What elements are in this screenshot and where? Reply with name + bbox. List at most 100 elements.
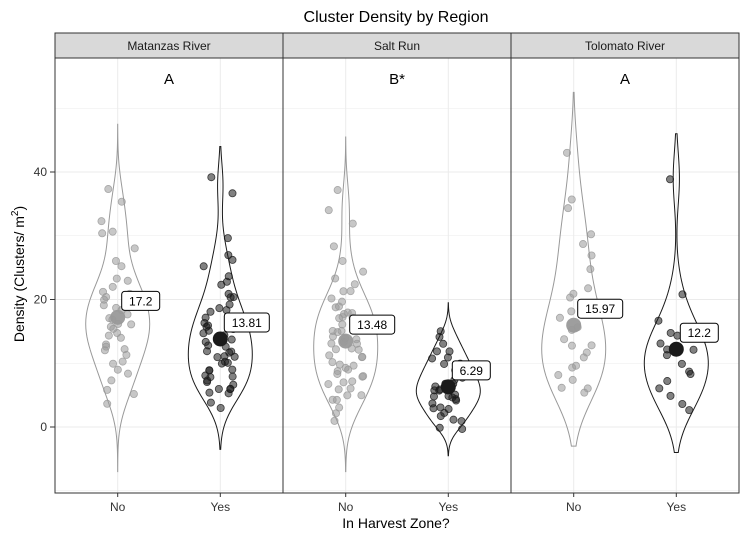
data-point xyxy=(201,337,210,346)
data-point xyxy=(440,359,449,368)
data-point xyxy=(560,335,569,344)
facet-panel: Tolomato River A 15.97 No 12.2 Yes xyxy=(510,32,740,514)
panel-background xyxy=(55,58,283,493)
data-point xyxy=(346,287,355,296)
data-point xyxy=(224,389,233,398)
data-point xyxy=(568,375,577,384)
data-point xyxy=(331,409,340,418)
data-point xyxy=(432,347,441,356)
violin-no xyxy=(313,136,379,473)
data-point xyxy=(330,416,339,425)
data-point xyxy=(358,352,367,361)
data-point xyxy=(566,293,575,302)
data-point xyxy=(677,359,686,368)
data-point xyxy=(689,345,698,354)
y-axis-title: Density (Clusters/ m2) xyxy=(10,206,27,342)
mean-label-box xyxy=(121,290,161,311)
significance-label: A xyxy=(164,71,174,88)
data-point xyxy=(205,388,214,397)
mean-label-box xyxy=(577,298,624,319)
data-point xyxy=(338,256,347,265)
facet-strip xyxy=(510,32,740,59)
mean-point xyxy=(668,341,684,357)
data-point xyxy=(662,351,671,360)
data-point xyxy=(123,369,132,378)
data-point xyxy=(666,175,675,184)
x-tick-label: No xyxy=(566,500,582,514)
data-point xyxy=(116,333,125,342)
violin-no xyxy=(541,91,607,447)
mean-point xyxy=(212,331,228,347)
data-point xyxy=(107,376,116,385)
data-point xyxy=(563,148,572,157)
data-point xyxy=(108,227,117,236)
data-point xyxy=(228,372,237,381)
data-point xyxy=(130,244,139,253)
data-point xyxy=(203,376,212,385)
data-point xyxy=(429,404,438,413)
data-point xyxy=(567,341,576,350)
data-point xyxy=(328,395,337,404)
data-point xyxy=(333,186,342,195)
data-point xyxy=(443,353,452,362)
data-point xyxy=(324,380,333,389)
data-point xyxy=(678,399,687,408)
data-point xyxy=(127,320,136,329)
facet-panel: Matanzas River A 17.2 No 13.81 Yes xyxy=(54,32,284,514)
data-point xyxy=(118,357,127,366)
mean-label-box xyxy=(451,360,491,381)
data-point xyxy=(112,274,121,283)
data-point xyxy=(431,382,440,391)
data-point xyxy=(334,385,343,394)
x-axis-title: In Harvest Zone? xyxy=(342,515,450,531)
data-point xyxy=(357,391,366,400)
x-tick-label: No xyxy=(338,500,354,514)
data-point xyxy=(338,313,347,322)
data-point xyxy=(117,197,126,206)
data-point xyxy=(458,424,467,433)
data-point xyxy=(579,353,588,362)
data-point xyxy=(358,372,367,381)
data-point xyxy=(104,185,113,194)
facet-strip xyxy=(282,32,512,59)
data-point xyxy=(350,280,359,289)
y-tick-label: 20 xyxy=(34,293,48,307)
mean-label: 6.29 xyxy=(460,364,484,378)
mean-label-box xyxy=(223,312,270,333)
data-point xyxy=(199,262,208,271)
data-point xyxy=(214,384,223,393)
data-point xyxy=(656,339,665,348)
data-point xyxy=(584,284,593,293)
data-point xyxy=(586,265,595,274)
data-point xyxy=(666,328,675,337)
data-point xyxy=(339,287,348,296)
significance-label: B* xyxy=(389,71,405,88)
data-point xyxy=(215,304,224,313)
data-point xyxy=(452,396,461,405)
data-point xyxy=(343,308,352,317)
data-point xyxy=(203,347,212,356)
data-point xyxy=(324,206,333,215)
data-point xyxy=(568,363,577,372)
violin-yes xyxy=(415,302,481,457)
facet-strip xyxy=(54,32,284,59)
data-point xyxy=(325,351,334,360)
data-point xyxy=(666,391,675,400)
violin-no xyxy=(85,123,151,473)
data-point xyxy=(216,403,225,412)
data-point xyxy=(204,326,213,335)
significance-label: A xyxy=(620,71,630,88)
data-point xyxy=(228,365,237,374)
facet-strip-label: Tolomato River xyxy=(585,39,665,53)
data-point xyxy=(328,332,337,341)
data-point xyxy=(206,307,215,316)
data-point xyxy=(230,352,239,361)
facet-strip-label: Matanzas River xyxy=(127,39,210,53)
x-tick-label: Yes xyxy=(439,500,459,514)
data-point xyxy=(354,345,363,354)
data-point xyxy=(113,365,122,374)
panel-border xyxy=(510,57,740,494)
data-point xyxy=(327,339,336,348)
data-point xyxy=(655,384,664,393)
data-point xyxy=(344,365,353,374)
